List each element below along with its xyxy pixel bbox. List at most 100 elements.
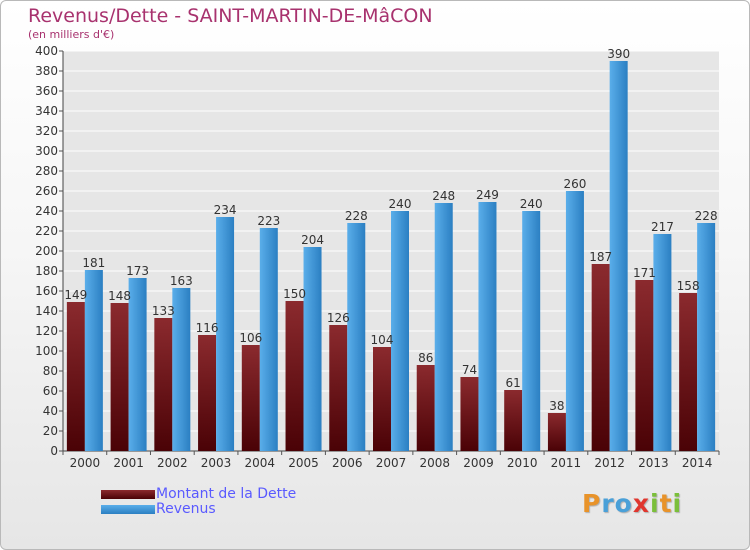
y-tick-label: 20 [43, 424, 58, 438]
y-tick-label: 240 [35, 204, 58, 218]
x-tick-label: 2011 [551, 456, 582, 470]
x-tick-label: 2008 [419, 456, 450, 470]
y-tick-label: 120 [35, 324, 58, 338]
data-label-debt: 74 [462, 363, 477, 377]
x-tick-label: 2002 [157, 456, 188, 470]
x-tick-label: 2007 [376, 456, 407, 470]
legend-swatch-debt [101, 490, 155, 499]
bar-revenue [434, 203, 453, 451]
x-tick-label: 2009 [463, 456, 494, 470]
bar-debt [416, 365, 435, 451]
bar-revenue [478, 202, 497, 451]
y-tick-label: 100 [35, 344, 58, 358]
bar-debt [635, 280, 654, 451]
bar-revenue [216, 217, 235, 451]
bar-revenue [609, 61, 628, 451]
y-tick-label: 380 [35, 64, 58, 78]
x-tick-label: 2012 [594, 456, 625, 470]
data-label-debt: 149 [64, 288, 87, 302]
x-tick-label: 2010 [507, 456, 538, 470]
y-tick-label: 40 [43, 404, 58, 418]
x-tick-label: 2013 [638, 456, 669, 470]
y-tick-label: 340 [35, 104, 58, 118]
legend-label-debt: Montant de la Dette [156, 486, 297, 502]
bar-revenue [347, 223, 366, 451]
bar-debt [460, 377, 479, 451]
data-label-revenue: 228 [695, 209, 718, 223]
data-label-debt: 150 [283, 287, 306, 301]
data-label-revenue: 223 [257, 214, 280, 228]
bar-debt [241, 345, 260, 451]
x-tick-label: 2001 [113, 456, 144, 470]
data-label-revenue: 390 [607, 47, 630, 61]
bar-debt [198, 335, 217, 451]
chart-title: Revenus/Dette - SAINT-MARTIN-DE-MâCON [28, 5, 433, 27]
y-tick-label: 180 [35, 264, 58, 278]
bar-debt [329, 325, 348, 451]
bar-revenue [522, 211, 541, 451]
legend-label-revenue: Revenus [156, 501, 216, 517]
bar-revenue [697, 223, 716, 451]
bar-revenue [565, 191, 584, 451]
bar-debt [154, 318, 173, 451]
data-label-revenue: 173 [126, 264, 149, 278]
y-tick-label: 260 [35, 184, 58, 198]
bar-revenue [303, 247, 322, 451]
data-label-revenue: 217 [651, 220, 674, 234]
x-tick-label: 2006 [332, 456, 363, 470]
proxiti-logo: Proxiti [582, 489, 683, 518]
bar-debt [110, 303, 129, 451]
y-tick-label: 80 [43, 364, 58, 378]
data-label-debt: 61 [506, 376, 521, 390]
bar-debt [547, 413, 566, 451]
x-tick-label: 2003 [201, 456, 232, 470]
data-label-debt: 116 [196, 321, 219, 335]
chart-subtitle: (en milliers d'€) [28, 28, 115, 41]
data-label-debt: 148 [108, 289, 131, 303]
bar-debt [679, 293, 698, 451]
bar-debt [504, 390, 523, 451]
y-tick-label: 0 [50, 444, 58, 458]
data-label-revenue: 260 [563, 177, 586, 191]
bar-revenue [128, 278, 147, 451]
data-label-revenue: 234 [214, 203, 237, 217]
data-label-debt: 106 [239, 331, 262, 345]
data-label-revenue: 181 [82, 256, 105, 270]
x-tick-label: 2000 [70, 456, 101, 470]
bar-debt [591, 264, 610, 451]
data-label-debt: 86 [418, 351, 433, 365]
data-label-debt: 126 [327, 311, 350, 325]
x-tick-label: 2014 [682, 456, 713, 470]
y-tick-label: 200 [35, 244, 58, 258]
x-tick-label: 2005 [288, 456, 319, 470]
legend-swatch-revenue [101, 505, 155, 514]
y-tick-label: 360 [35, 84, 58, 98]
data-label-debt: 133 [152, 304, 175, 318]
bar-revenue [653, 234, 672, 451]
data-label-debt: 171 [633, 266, 656, 280]
data-label-debt: 187 [589, 250, 612, 264]
bar-debt [373, 347, 391, 451]
data-label-debt: 158 [677, 279, 700, 293]
bar-revenue [84, 270, 103, 451]
data-label-revenue: 228 [345, 209, 368, 223]
data-label-debt: 104 [371, 333, 394, 347]
y-tick-label: 140 [35, 304, 58, 318]
y-tick-label: 280 [35, 164, 58, 178]
data-label-revenue: 163 [170, 274, 193, 288]
data-label-revenue: 248 [432, 189, 455, 203]
data-label-debt: 38 [549, 399, 564, 413]
x-tick-label: 2004 [245, 456, 276, 470]
data-label-revenue: 204 [301, 233, 324, 247]
y-tick-label: 220 [35, 224, 58, 238]
data-label-revenue: 240 [520, 197, 543, 211]
y-tick-label: 300 [35, 144, 58, 158]
bar-revenue [391, 211, 409, 451]
data-label-revenue: 240 [389, 197, 412, 211]
bar-debt [66, 302, 85, 451]
bar-revenue [259, 228, 278, 451]
y-tick-label: 320 [35, 124, 58, 138]
data-label-revenue: 249 [476, 188, 499, 202]
